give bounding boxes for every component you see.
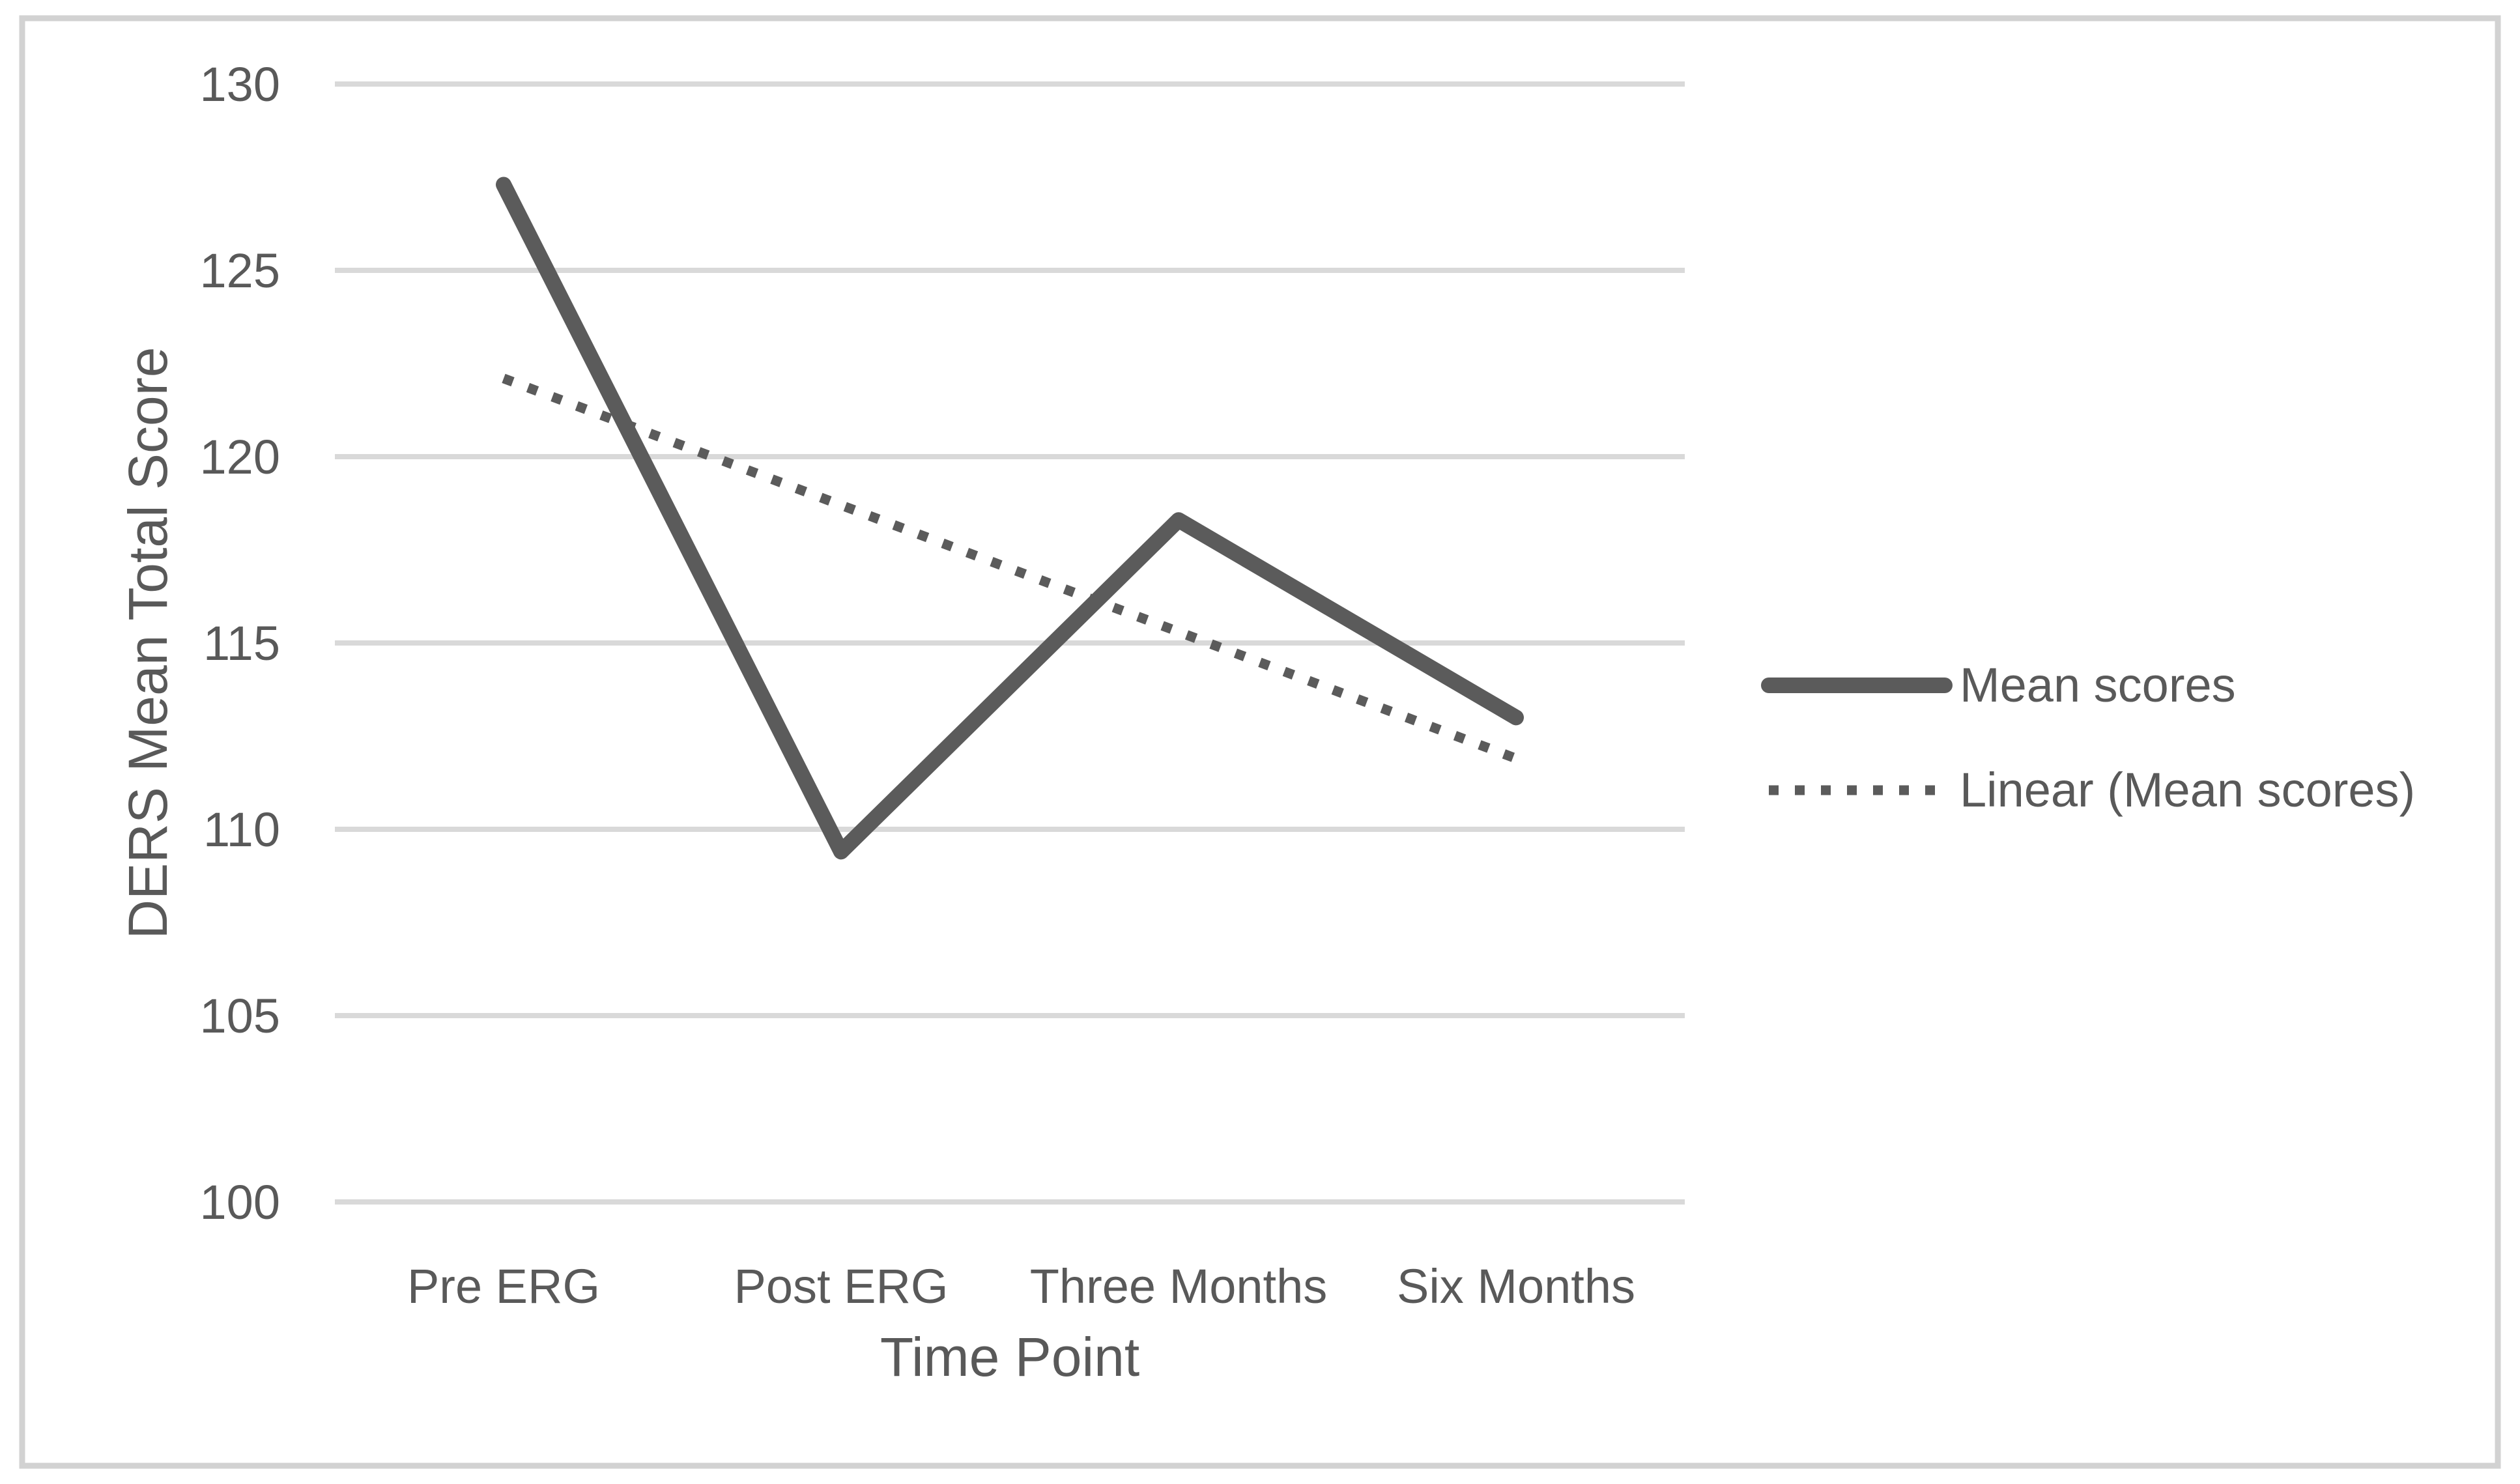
- x-category-label-1: Post ERG: [734, 1259, 949, 1313]
- legend: Mean scores Linear (Mean scores): [1761, 658, 2415, 817]
- y-tick-label-120: 120: [200, 430, 280, 484]
- x-axis-category-labels: Pre ERG Post ERG Three Months Six Months: [407, 1259, 1635, 1313]
- y-tick-label-100: 100: [200, 1175, 280, 1229]
- y-axis-tick-labels: 130 125 120 115 110 105 100: [200, 57, 280, 1229]
- y-tick-label-105: 105: [200, 989, 280, 1043]
- x-category-label-0: Pre ERG: [407, 1259, 600, 1313]
- chart-border: [19, 15, 2501, 1469]
- x-category-label-2: Three Months: [1030, 1259, 1328, 1313]
- legend-label-mean-scores: Mean scores: [1960, 658, 2236, 712]
- trendline-dotted: [502, 373, 1518, 763]
- y-tick-label-115: 115: [203, 616, 280, 670]
- x-axis-title: Time Point: [880, 1326, 1139, 1388]
- x-category-label-3: Six Months: [1397, 1259, 1635, 1313]
- y-tick-label-130: 130: [200, 57, 280, 111]
- legend-label-linear-mean-scores: Linear (Mean scores): [1960, 763, 2415, 817]
- y-tick-label-125: 125: [200, 244, 280, 298]
- mean-scores-line: [496, 177, 1524, 860]
- gridlines: [335, 81, 1685, 1205]
- y-tick-label-110: 110: [203, 803, 280, 857]
- y-axis-title: DERS Mean Total Score: [117, 347, 179, 939]
